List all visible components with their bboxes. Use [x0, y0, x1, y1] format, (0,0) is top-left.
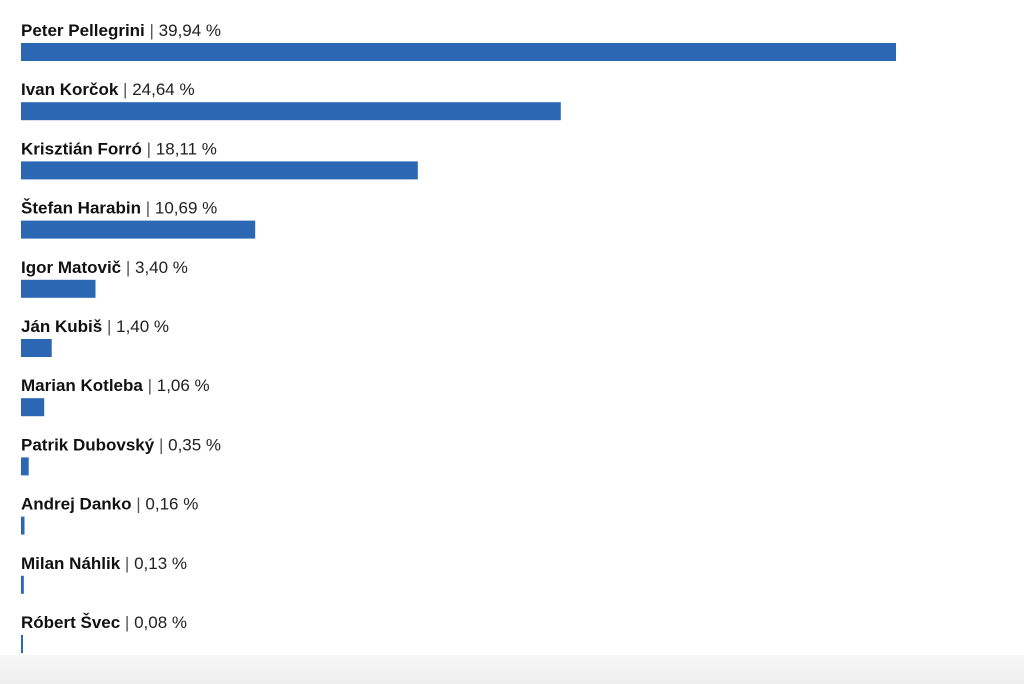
- separator: |: [142, 139, 156, 158]
- separator: |: [102, 317, 116, 336]
- candidate-name: Róbert Švec: [21, 613, 120, 632]
- bar-label: Róbert Švec | 0,08 %: [21, 613, 187, 632]
- separator: |: [143, 376, 157, 395]
- separator: |: [118, 80, 132, 99]
- candidate-name: Milan Náhlik: [21, 554, 121, 573]
- candidate-name: Andrej Danko: [21, 495, 132, 514]
- candidate-name: Ivan Korčok: [21, 80, 119, 99]
- separator: |: [121, 258, 135, 277]
- bar: [21, 43, 896, 61]
- candidate-name: Igor Matovič: [21, 258, 121, 277]
- bar-row: Peter Pellegrini | 39,94 %: [21, 21, 896, 61]
- candidate-name: Patrik Dubovský: [21, 435, 155, 454]
- value-label: 0,35 %: [168, 435, 221, 454]
- separator: |: [120, 613, 134, 632]
- bar: [21, 279, 96, 298]
- value-label: 1,40 %: [116, 317, 169, 336]
- bar-label: Ján Kubiš | 1,40 %: [21, 317, 169, 336]
- bar-row: Milan Náhlik | 0,13 %: [21, 554, 187, 594]
- value-label: 3,40 %: [135, 258, 188, 277]
- value-label: 0,08 %: [134, 613, 187, 632]
- bar-row: Andrej Danko | 0,16 %: [21, 495, 198, 535]
- bar-label: Peter Pellegrini | 39,94 %: [21, 21, 221, 40]
- separator: |: [132, 495, 146, 514]
- bar: [21, 398, 45, 417]
- separator: |: [120, 554, 134, 573]
- value-label: 18,11 %: [156, 139, 217, 158]
- bar-label: Patrik Dubovský | 0,35 %: [21, 435, 221, 454]
- bar-label: Andrej Danko | 0,16 %: [21, 495, 198, 514]
- candidate-name: Peter Pellegrini: [21, 21, 145, 40]
- bar: [21, 575, 24, 594]
- bar: [21, 161, 418, 180]
- value-label: 0,16 %: [145, 495, 198, 514]
- bar-row: Patrik Dubovský | 0,35 %: [21, 435, 221, 476]
- bar-row: Ivan Korčok | 24,64 %: [21, 80, 561, 121]
- bar-row: Krisztián Forró | 18,11 %: [21, 139, 418, 180]
- value-label: 1,06 %: [157, 376, 210, 395]
- bar: [21, 516, 25, 535]
- bar-row: Ján Kubiš | 1,40 %: [21, 317, 169, 357]
- value-label: 10,69 %: [155, 199, 217, 218]
- value-label: 24,64 %: [132, 80, 194, 99]
- candidate-name: Ján Kubiš: [21, 317, 102, 336]
- bar-label: Igor Matovič | 3,40 %: [21, 258, 188, 277]
- bar: [21, 339, 52, 357]
- value-label: 39,94 %: [159, 21, 221, 40]
- separator: |: [145, 21, 159, 40]
- bar-chart: Peter Pellegrini | 39,94 % Ivan Korčok | …: [21, 21, 896, 653]
- bar: [21, 220, 256, 239]
- candidate-name: Štefan Harabin: [21, 199, 141, 218]
- bar-row: Igor Matovič | 3,40 %: [21, 258, 188, 298]
- bar-label: Marian Kotleba | 1,06 %: [21, 376, 210, 395]
- separator: |: [141, 199, 155, 218]
- candidate-name: Krisztián Forró: [21, 139, 142, 158]
- candidate-name: Marian Kotleba: [21, 376, 143, 395]
- bar-row: Štefan Harabin | 10,69 %: [21, 199, 256, 239]
- bar: [21, 102, 561, 121]
- bar: [21, 635, 23, 653]
- bar-row: Marian Kotleba | 1,06 %: [21, 376, 210, 417]
- bar-label: Krisztián Forró | 18,11 %: [21, 139, 217, 158]
- bottom-fade: [0, 655, 1024, 684]
- bar-label: Štefan Harabin | 10,69 %: [21, 199, 217, 218]
- value-label: 0,13 %: [134, 554, 187, 573]
- bar-row: Róbert Švec | 0,08 %: [21, 613, 187, 653]
- bar: [21, 457, 29, 476]
- separator: |: [154, 435, 168, 454]
- bar-label: Milan Náhlik | 0,13 %: [21, 554, 187, 573]
- bar-label: Ivan Korčok | 24,64 %: [21, 80, 195, 99]
